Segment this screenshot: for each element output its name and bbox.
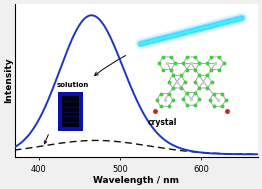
Text: solution: solution: [56, 82, 89, 88]
X-axis label: Wavelength / nm: Wavelength / nm: [93, 176, 179, 185]
Text: crystal: crystal: [148, 118, 177, 127]
FancyBboxPatch shape: [62, 96, 79, 127]
FancyBboxPatch shape: [58, 92, 83, 131]
Y-axis label: Intensity: Intensity: [4, 58, 13, 103]
